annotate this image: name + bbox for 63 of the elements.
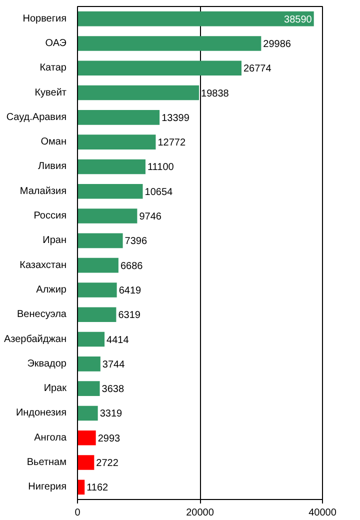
data-label: 38590 [284,14,312,26]
data-label: 6319 [118,310,141,322]
data-label: 3638 [102,384,124,396]
bar [78,307,116,322]
y-tick-label: Венесуэла [17,309,67,320]
data-label: 26774 [243,64,272,75]
y-tick-label: Сауд.Аравия [6,112,66,123]
bar [78,159,146,174]
data-label: 2993 [98,433,121,444]
bar [78,110,160,125]
data-label: 19838 [201,88,230,100]
bar [78,480,85,495]
bar [78,430,96,446]
y-tick-label: ОАЭ [45,38,67,49]
data-label: 6419 [118,285,142,296]
y-tick-label: Нигерия [28,482,66,493]
x-tick-label: 0 [74,508,81,518]
bar [78,85,200,100]
bar [78,184,143,199]
bar [78,381,100,396]
x-tick-label: 40000 [308,508,337,518]
y-tick-label: Азербайджан [4,334,67,345]
y-tick-label: Катар [40,62,67,74]
bar [78,134,156,150]
y-tick-label: Ливия [38,161,67,172]
bar [78,356,100,372]
bar [78,455,94,470]
data-label: 3319 [100,408,123,420]
data-label: 7396 [124,236,148,248]
data-label: 13399 [162,112,190,124]
bar [78,11,314,26]
data-label: 12772 [158,138,186,149]
y-tick-label: Россия [34,210,67,222]
bar [78,233,123,248]
data-label: 9746 [139,212,162,223]
data-label: 29986 [263,38,292,50]
x-tick-label: 20000 [186,508,214,518]
y-tick-label: Казахстан [20,260,67,271]
data-label: 1162 [86,482,109,494]
bar [78,332,105,347]
y-tick-label: Малайзия [20,186,67,197]
y-tick-label: Алжир [36,284,67,296]
data-label: 4414 [106,334,130,346]
bar [78,60,242,76]
y-tick-label: Индонезия [16,408,67,419]
y-tick-label: Норвегия [22,13,67,24]
bar [78,258,118,273]
y-tick-label: Ангола [34,432,67,444]
y-tick-label: Вьетнам [26,457,67,468]
y-tick-label: Оман [40,136,67,148]
data-label: 11100 [147,162,174,174]
y-tick-label: Кувейт [34,87,67,98]
data-label: 6686 [120,260,144,272]
y-tick-label: Иран [42,235,67,246]
bar [78,36,262,51]
bar [78,208,138,224]
y-tick-label: Эквадор [27,358,67,370]
data-label: 3744 [102,359,126,370]
bar [78,282,117,298]
bar [78,406,98,421]
data-label: 10654 [144,186,173,198]
data-label: 2722 [96,458,119,470]
y-tick-label: Ирак [44,383,68,394]
